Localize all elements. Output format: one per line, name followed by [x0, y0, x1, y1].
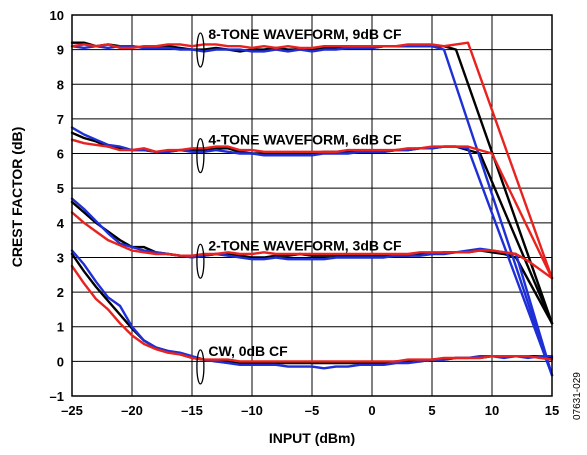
series-annotation: 8-TONE WAVEFORM, 9dB CF [208, 26, 402, 42]
annotation-bracket [196, 137, 205, 174]
y-tick-label: 10 [50, 8, 64, 23]
y-tick-label: 3 [57, 250, 64, 265]
y-axis-title: CREST FACTOR (dB) [9, 127, 25, 268]
series-annotation: 4-TONE WAVEFORM, 6dB CF [208, 132, 402, 148]
annotation-bracket [196, 32, 205, 68]
x-tick-label: –10 [241, 403, 263, 418]
annotation-bracket [196, 243, 205, 279]
y-tick-label: 1 [57, 320, 64, 335]
y-tick-label: 9 [57, 43, 64, 58]
y-tick-labels: –1 0 1 2 3 4 5 6 7 8 9 10 [50, 8, 65, 404]
series-annotation: 2-TONE WAVEFORM, 3dB CF [208, 237, 402, 253]
x-tick-labels: –25 –20 –15 –10 –5 0 5 10 15 [61, 403, 559, 418]
annotations: 8-TONE WAVEFORM, 9dB CF 4-TONE WAVEFORM, … [196, 26, 402, 385]
y-tick-label: 6 [57, 147, 64, 162]
annotation-bracket [196, 349, 205, 385]
series-line-2-tone-red [70, 211, 554, 280]
series-line-cw-red [70, 264, 554, 363]
series-line-8-tone-red [70, 41, 554, 280]
y-tick-label: 0 [57, 354, 64, 369]
x-tick-label: –25 [61, 403, 83, 418]
y-tick-label: –1 [50, 389, 64, 404]
figure-id: 07631-029 [572, 372, 583, 420]
x-tick-label: 10 [485, 403, 499, 418]
series-annotation: CW, 0dB CF [208, 343, 288, 359]
x-tick-label: 5 [428, 403, 435, 418]
plot-frame [71, 14, 553, 397]
y-tick-label: 7 [57, 112, 64, 127]
x-tick-label: 15 [545, 403, 559, 418]
series-line-4-tone-red [70, 138, 554, 280]
x-tick-label: –15 [181, 403, 203, 418]
x-tick-label: 0 [368, 403, 375, 418]
y-tick-label: 4 [57, 216, 65, 231]
x-axis-title: INPUT (dBm) [269, 430, 355, 446]
x-tick-label: –20 [121, 403, 143, 418]
y-tick-label: 5 [57, 181, 64, 196]
y-tick-label: 8 [57, 77, 64, 92]
series-lines [70, 41, 554, 377]
y-tick-label: 2 [57, 285, 64, 300]
x-tick-label: –5 [305, 403, 319, 418]
